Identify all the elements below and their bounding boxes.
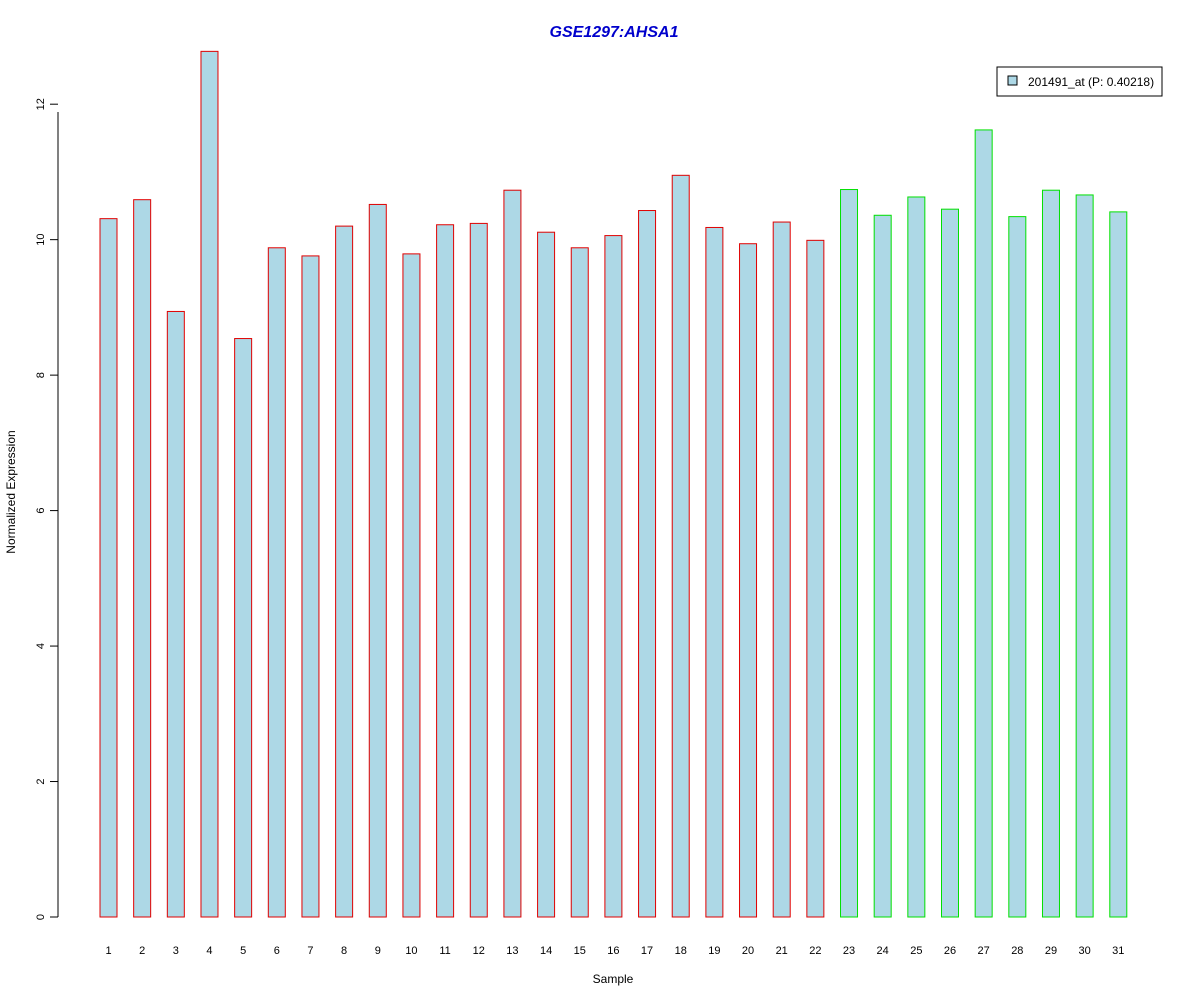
x-tick-label: 25 bbox=[910, 945, 922, 957]
bar-sample-20 bbox=[739, 243, 758, 918]
chart-title: GSE1297:AHSA1 bbox=[550, 24, 679, 41]
y-tick-label: 6 bbox=[35, 508, 47, 514]
bar-sample-4 bbox=[200, 50, 219, 918]
y-axis-ticks: 0 2 4 6 8 10 12 bbox=[35, 98, 58, 920]
bar-sample-5 bbox=[234, 338, 253, 918]
bar-sample-28 bbox=[1008, 216, 1027, 918]
x-tick-label: 29 bbox=[1045, 945, 1057, 957]
bar-sample-10 bbox=[402, 253, 421, 918]
legend: 201491_at (P: 0.40218) bbox=[996, 66, 1163, 97]
bar-sample-18 bbox=[671, 174, 690, 918]
y-tick-label: 10 bbox=[35, 234, 47, 246]
x-tick-label: 16 bbox=[607, 945, 619, 957]
y-tick-label: 12 bbox=[35, 98, 47, 110]
bar-sample-1 bbox=[99, 218, 118, 918]
y-axis-label: Normalized Expression bbox=[4, 430, 18, 553]
bar-sample-11 bbox=[436, 224, 455, 918]
legend-box bbox=[996, 66, 1163, 97]
x-tick-label: 17 bbox=[641, 945, 653, 957]
x-tick-label: 31 bbox=[1112, 945, 1124, 957]
y-tick-label: 2 bbox=[35, 778, 47, 784]
x-tick-label: 24 bbox=[877, 945, 889, 957]
x-tick-label: 13 bbox=[506, 945, 518, 957]
bar-sample-30 bbox=[1075, 194, 1094, 918]
x-tick-label: 12 bbox=[473, 945, 485, 957]
x-tick-label: 20 bbox=[742, 945, 754, 957]
x-axis-label: Sample bbox=[593, 972, 634, 986]
bar-sample-14 bbox=[537, 231, 556, 918]
x-tick-label: 8 bbox=[341, 945, 347, 957]
bar-sample-25 bbox=[907, 196, 926, 918]
x-tick-label: 6 bbox=[274, 945, 280, 957]
x-tick-label: 3 bbox=[173, 945, 179, 957]
bar-sample-27 bbox=[974, 129, 993, 918]
bar-sample-19 bbox=[705, 226, 724, 918]
bar-sample-22 bbox=[806, 239, 825, 918]
x-tick-label: 19 bbox=[708, 945, 720, 957]
x-tick-label: 14 bbox=[540, 945, 552, 957]
legend-swatch bbox=[1007, 75, 1018, 86]
x-tick-label: 23 bbox=[843, 945, 855, 957]
bar-sample-31 bbox=[1109, 211, 1128, 918]
x-tick-label: 11 bbox=[439, 945, 450, 957]
x-tick-label: 18 bbox=[675, 945, 687, 957]
x-tick-label: 21 bbox=[776, 945, 788, 957]
x-tick-label: 2 bbox=[139, 945, 145, 957]
bar-sample-12 bbox=[469, 222, 488, 918]
bar-sample-23 bbox=[840, 189, 859, 918]
bar-sample-7 bbox=[301, 255, 320, 918]
x-tick-label: 15 bbox=[574, 945, 586, 957]
x-tick-label: 4 bbox=[206, 945, 212, 957]
y-tick-label: 4 bbox=[35, 643, 47, 649]
bar-sample-13 bbox=[503, 189, 522, 918]
x-tick-label: 5 bbox=[240, 945, 246, 957]
x-tick-label: 26 bbox=[944, 945, 956, 957]
y-tick-label: 0 bbox=[35, 914, 47, 920]
x-tick-label: 22 bbox=[809, 945, 821, 957]
x-tick-label: 30 bbox=[1079, 945, 1091, 957]
bar-sample-9 bbox=[368, 203, 387, 918]
x-tick-label: 28 bbox=[1011, 945, 1023, 957]
bar-sample-21 bbox=[772, 221, 791, 918]
x-axis-tick-labels: 1 2 3 4 5 6 7 8 9 10 11 12 13 14 15 16 17 18 19 20 21 22 23 24 2… bbox=[105, 945, 1124, 957]
x-tick-label: 7 bbox=[307, 945, 313, 957]
bar-sample-6 bbox=[267, 247, 286, 918]
bar-sample-16 bbox=[604, 235, 623, 918]
bar-sample-8 bbox=[335, 225, 354, 918]
bar-sample-15 bbox=[570, 247, 589, 918]
bar-sample-17 bbox=[638, 210, 657, 918]
bar-sample-24 bbox=[873, 214, 892, 918]
bar-sample-29 bbox=[1041, 189, 1060, 918]
x-tick-label: 1 bbox=[105, 945, 111, 957]
y-tick-label: 8 bbox=[35, 372, 47, 378]
bar-sample-26 bbox=[941, 208, 959, 918]
bar-sample-3 bbox=[166, 310, 185, 918]
bar-sample-2 bbox=[133, 199, 152, 918]
legend-label: 201491_at (P: 0.40218) bbox=[1028, 75, 1154, 89]
bars-group bbox=[99, 50, 1128, 918]
x-tick-label: 27 bbox=[978, 945, 990, 957]
x-tick-label: 10 bbox=[405, 945, 417, 957]
x-tick-label: 9 bbox=[375, 945, 381, 957]
